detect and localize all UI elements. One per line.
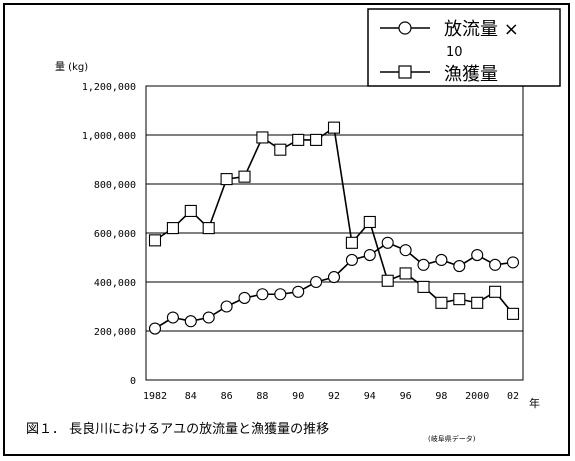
release-point — [238, 291, 251, 304]
y-tick-label: 800,000 — [94, 180, 136, 191]
release-point — [363, 249, 376, 262]
catch-point — [274, 143, 287, 156]
y-tick-label: 0 — [130, 376, 136, 387]
release-point — [506, 256, 520, 269]
x-tick-label: 2000 — [465, 391, 489, 402]
catch-point — [489, 285, 502, 298]
catch-point — [471, 296, 484, 309]
release-point — [489, 258, 502, 271]
release-point — [274, 288, 287, 301]
x-tick-labels: 1982 84 86 88 90 92 94 96 98 2000 02 — [143, 391, 519, 402]
release-point — [381, 236, 394, 249]
catch-point — [166, 222, 179, 235]
catch-point — [202, 222, 215, 235]
legend: 放流量 × 10 漁獲量 — [367, 8, 561, 87]
catch-point — [399, 267, 412, 280]
catch-point — [453, 293, 466, 306]
catch-point — [220, 173, 233, 186]
x-axis-unit: 年 — [529, 396, 540, 410]
catch-point — [381, 274, 394, 287]
release-point — [417, 258, 430, 271]
catch-point — [417, 280, 430, 293]
catch-point — [292, 133, 305, 146]
catch-point — [363, 215, 376, 229]
release-point — [399, 244, 412, 257]
release-point — [292, 285, 305, 298]
release-point — [327, 271, 341, 284]
catch-point — [345, 236, 358, 249]
x-tick-label: 94 — [364, 391, 376, 402]
catch-line — [154, 126, 514, 315]
legend-catch-marker — [398, 65, 412, 79]
x-tick-label: 86 — [221, 391, 233, 402]
catch-point — [327, 121, 341, 134]
catch-point — [148, 234, 162, 247]
legend-release-label: 放流量 × — [444, 19, 519, 40]
release-point — [435, 253, 448, 267]
figure-caption: 図１． 長良川におけるアユの放流量と漁獲量の推移 — [26, 421, 329, 437]
x-tick-label: 02 — [507, 391, 519, 402]
release-point — [345, 253, 358, 267]
release-point — [202, 311, 215, 324]
y-tick-labels: 0 200,000 400,000 600,000 800,000 1,000,000 1,… — [82, 82, 136, 387]
series-layer — [148, 121, 520, 335]
x-tick-label: 92 — [328, 391, 340, 402]
legend-release-label-unit: 10 — [446, 45, 463, 60]
release-point — [148, 322, 162, 335]
catch-point — [256, 131, 269, 144]
release-point — [220, 300, 233, 313]
x-tick-label: 90 — [292, 391, 304, 402]
release-point — [310, 275, 323, 289]
release-point — [256, 288, 269, 301]
legend-catch-label: 漁獲量 — [444, 64, 498, 85]
y-tick-label: 1,200,000 — [82, 82, 136, 93]
catch-point — [506, 307, 520, 320]
y-axis-label: 量 (kg) — [55, 61, 88, 73]
y-tick-label: 200,000 — [94, 327, 136, 338]
y-tick-label: 600,000 — [94, 229, 136, 240]
x-tick-label: 96 — [400, 391, 412, 402]
catch-point — [184, 204, 197, 217]
y-tick-label: 400,000 — [94, 278, 136, 289]
x-tick-label: 1982 — [143, 391, 167, 402]
catch-point — [238, 170, 251, 183]
release-point — [453, 260, 466, 273]
release-point — [166, 311, 179, 324]
caption-source: (岐阜県データ) — [428, 434, 476, 443]
x-tick-label: 88 — [256, 391, 268, 402]
legend-release-marker — [398, 21, 412, 35]
y-tick-label: 1,000,000 — [82, 131, 136, 142]
x-tick-label: 84 — [185, 391, 197, 402]
catch-point — [310, 133, 323, 146]
catch-point — [435, 296, 448, 309]
x-tick-label: 98 — [435, 391, 447, 402]
release-point — [471, 249, 484, 262]
release-point — [184, 315, 197, 328]
